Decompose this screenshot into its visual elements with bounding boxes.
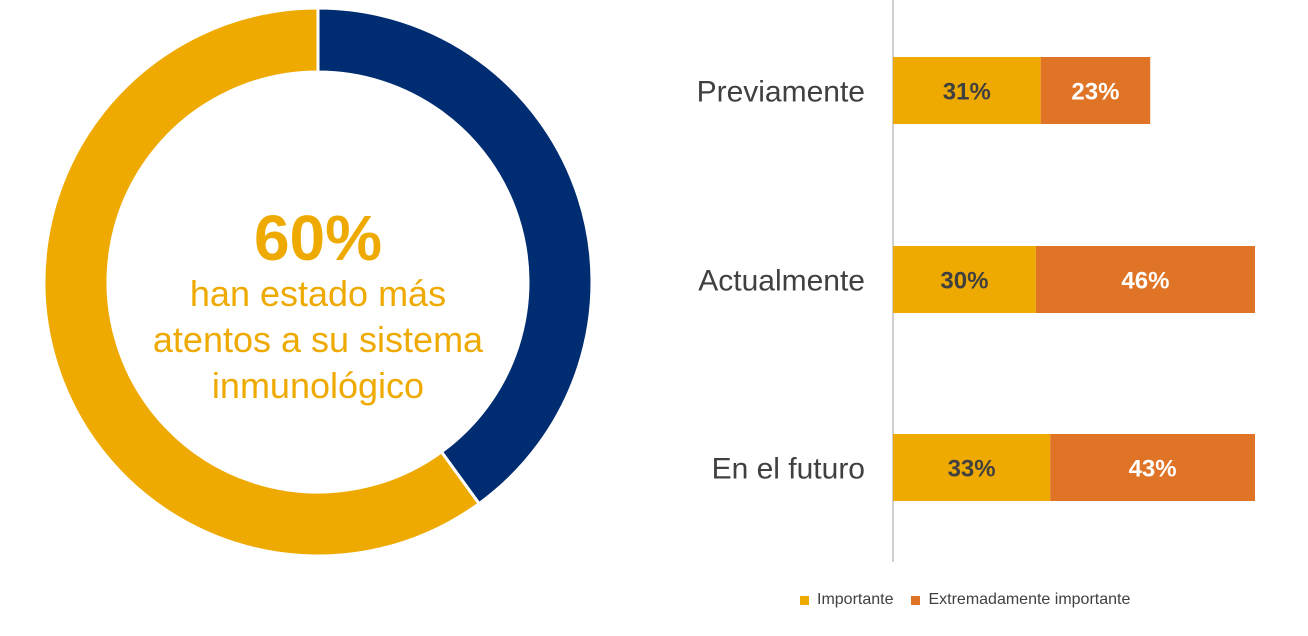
bar-segment (893, 57, 1041, 124)
category-label: Previamente (697, 76, 865, 109)
donut-center-caption: han estado más atentos a su sistema inmu… (152, 273, 484, 406)
bar-value-label: 43% (1129, 456, 1177, 483)
bar-value-label: 33% (948, 456, 996, 483)
legend-item-importante: Importante (800, 591, 893, 609)
bar-segment (893, 434, 1051, 501)
bar-value-label: 30% (940, 268, 988, 295)
legend-label-importante: Importante (817, 591, 894, 608)
legend-swatch-importante (800, 595, 809, 605)
donut-svg (42, 6, 594, 558)
bar-value-label: 46% (1121, 268, 1169, 295)
bar-segment (893, 246, 1036, 313)
donut-center-value: 60% (253, 202, 383, 274)
donut-slice-2 (42, 6, 482, 558)
category-label: En el futuro (712, 453, 865, 486)
legend-item-extremadamente-importante: Extremadamente importante (911, 591, 1130, 609)
bar-segment (1040, 57, 1151, 124)
category-label: Actualmente (698, 265, 865, 298)
legend-label-extremadamente-importante: Extremadamente importante (928, 591, 1131, 608)
legend-swatch-extremadamente-importante (911, 595, 921, 605)
bar-segment (1050, 434, 1255, 501)
donut-center-text: 60% han estado más atentos a su sistema … (118, 205, 518, 409)
donut-slice-1 (316, 6, 594, 506)
legend: Importante Extremadamente importante (800, 590, 1148, 610)
bar-value-label: 31% (943, 79, 991, 106)
bar-value-label: 23% (1071, 79, 1119, 106)
donut-chart: 60% han estado más atentos a su sistema … (0, 0, 640, 636)
bar-segment (1035, 246, 1255, 313)
